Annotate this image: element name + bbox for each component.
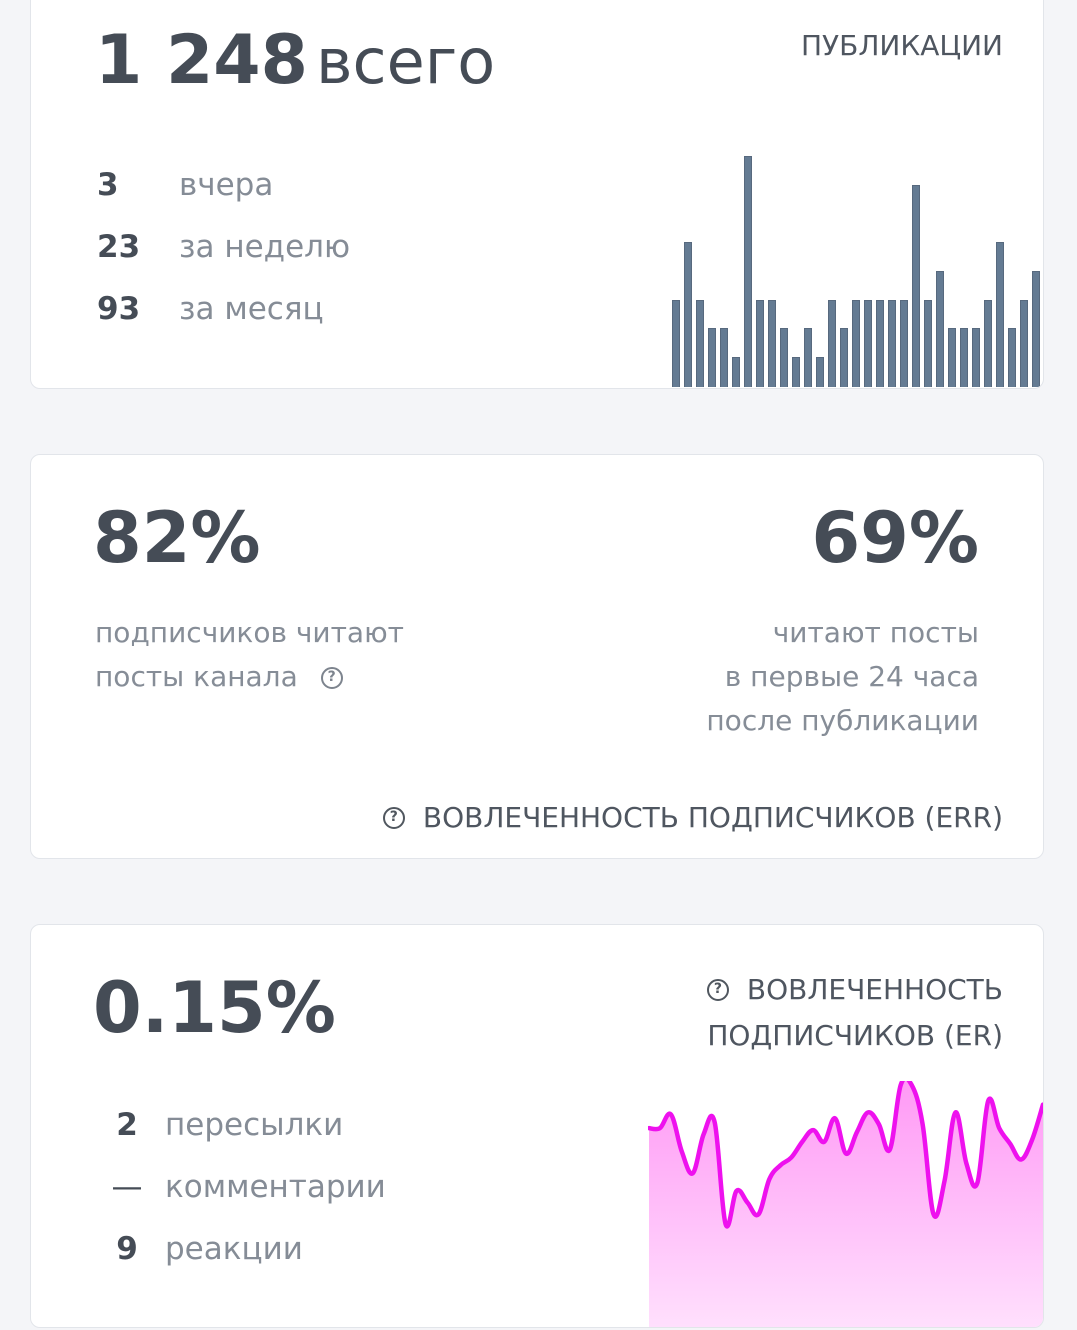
help-icon[interactable]: ? [706, 979, 729, 1001]
er-area-fill [649, 1081, 1043, 1327]
publications-bar[interactable] [888, 300, 896, 387]
stat-comments: — комментарии [89, 1167, 386, 1207]
publications-bar[interactable] [672, 300, 680, 387]
stat-forwards: 2 пересылки [89, 1105, 343, 1145]
publications-bar[interactable] [1032, 271, 1040, 387]
publications-bar[interactable] [972, 328, 980, 387]
publications-bar[interactable] [936, 271, 944, 387]
publications-card: 1 248 всего ПУБЛИКАЦИИ 3 вчера 23 за неде… [30, 0, 1044, 389]
stat-label: комментарии [165, 1169, 386, 1205]
publications-bar[interactable] [768, 300, 776, 387]
publications-bar[interactable] [696, 300, 704, 387]
stat-value: 2 [116, 1107, 138, 1143]
publications-bar[interactable] [732, 357, 740, 387]
desc-line: читают посты [772, 616, 979, 649]
publications-bar[interactable] [792, 357, 800, 387]
err-card: 82% подписчиков читают посты канала ? 69… [30, 454, 1044, 859]
desc-line: в первые 24 часа [724, 660, 979, 693]
err-subscribers-read-value: 82% [93, 497, 261, 579]
err-subscribers-read-desc: подписчиков читают посты канала ? [95, 611, 404, 699]
help-icon[interactable]: ? [320, 667, 343, 689]
publications-bar[interactable] [708, 328, 716, 387]
stat-yesterday: 3 вчера [97, 165, 273, 205]
er-area-chart[interactable] [648, 1081, 1044, 1328]
err-first-24h-desc: читают посты в первые 24 часа после публ… [706, 611, 979, 743]
er-card: 0.15% ? ВОВЛЕЧЕННОСТЬ ПОДПИСЧИКОВ (ER) 2… [30, 924, 1044, 1328]
stat-value: 23 [97, 229, 141, 265]
publications-bar[interactable] [840, 328, 848, 387]
stat-month: 93 за месяц [97, 289, 324, 329]
publications-bar[interactable] [960, 328, 968, 387]
err-section-label-text: ВОВЛЕЧЕННОСТЬ ПОДПИСЧИКОВ (ERR) [422, 801, 1003, 834]
er-section-label: ? ВОВЛЕЧЕННОСТЬ ПОДПИСЧИКОВ (ER) [706, 967, 1003, 1059]
desc-line: подписчиков читают [95, 616, 404, 649]
publications-bar[interactable] [816, 357, 824, 387]
publications-bar[interactable] [780, 328, 788, 387]
publications-bar-chart[interactable] [672, 127, 1043, 387]
publications-bar[interactable] [720, 328, 728, 387]
stat-value: 3 [97, 167, 119, 203]
publications-bar[interactable] [948, 328, 956, 387]
publications-bar[interactable] [1020, 300, 1028, 387]
publications-bar[interactable] [828, 300, 836, 387]
stat-label: за месяц [179, 291, 324, 327]
publications-bar[interactable] [912, 185, 920, 387]
publications-bar[interactable] [996, 242, 1004, 387]
err-section-label: ? ВОВЛЕЧЕННОСТЬ ПОДПИСЧИКОВ (ERR) [382, 801, 1003, 834]
er-section-label-text-2: ПОДПИСЧИКОВ (ER) [707, 1019, 1003, 1052]
stat-label: реакции [165, 1231, 303, 1267]
publications-bar[interactable] [900, 300, 908, 387]
publications-total-suffix: всего [315, 25, 496, 98]
publications-total: 1 248 всего [95, 21, 495, 100]
publications-section-label: ПУБЛИКАЦИИ [801, 29, 1003, 62]
stat-value: 9 [116, 1231, 138, 1267]
publications-bar[interactable] [864, 300, 872, 387]
publications-bar[interactable] [984, 300, 992, 387]
stat-value: 93 [97, 291, 141, 327]
desc-line: посты канала [95, 660, 298, 693]
stat-label: за неделю [179, 229, 351, 265]
stat-label: вчера [179, 167, 274, 203]
er-value: 0.15% [93, 967, 336, 1049]
help-icon[interactable]: ? [382, 806, 405, 829]
er-section-label-line1: ? ВОВЛЕЧЕННОСТЬ [706, 967, 1003, 1013]
publications-bar[interactable] [684, 242, 692, 387]
publications-bar[interactable] [804, 328, 812, 387]
stat-value: — [111, 1169, 143, 1205]
publications-total-number: 1 248 [95, 21, 308, 100]
stat-label: пересылки [165, 1107, 344, 1143]
publications-bar[interactable] [744, 156, 752, 387]
publications-bar[interactable] [924, 300, 932, 387]
stat-week: 23 за неделю [97, 227, 350, 267]
er-section-label-text-1: ВОВЛЕЧЕННОСТЬ [746, 973, 1003, 1006]
publications-bar[interactable] [876, 300, 884, 387]
publications-bar[interactable] [1008, 328, 1016, 387]
err-first-24h-value: 69% [811, 497, 979, 579]
publications-bar[interactable] [852, 300, 860, 387]
desc-line: после публикации [706, 704, 979, 737]
er-line [648, 1081, 1043, 1229]
publications-bar[interactable] [756, 300, 764, 387]
desc-line-with-help: посты канала ? [95, 655, 404, 699]
stat-reactions: 9 реакции [89, 1229, 303, 1269]
